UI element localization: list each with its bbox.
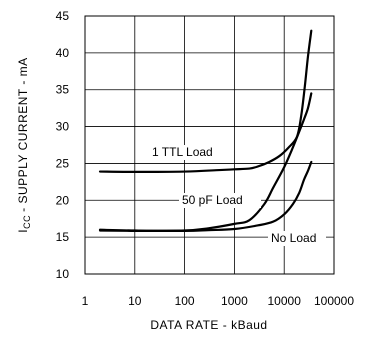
curve-labels: 1 TTL Load 50 pF Load No Load <box>149 145 326 246</box>
series-line-0 <box>98 29 313 174</box>
y-axis-subscript: CC <box>22 215 32 229</box>
y-tick-label: 35 <box>56 83 70 97</box>
y-tick-label: 15 <box>56 230 70 244</box>
series-line-2 <box>98 160 313 233</box>
y-axis-label-main: - SUPPLY CURRENT - mA <box>16 57 30 212</box>
x-tick-label: 10000 <box>268 294 302 308</box>
y-tick-label: 25 <box>56 156 70 170</box>
curve-label-background <box>268 231 326 246</box>
x-tick-label: 10 <box>128 294 142 308</box>
curve-label: 1 TTL Load <box>152 145 213 159</box>
series-lines <box>98 29 313 233</box>
y-tick-label: 30 <box>56 120 70 134</box>
y-tick-label: 45 <box>56 9 70 23</box>
plot-frame <box>84 15 335 275</box>
series-line-1 <box>98 92 313 232</box>
y-axis-symbol: I <box>16 229 30 233</box>
x-tick-label: 100 <box>175 294 195 308</box>
curve-label-background <box>149 145 233 160</box>
curve-label: 50 pF Load <box>182 193 243 207</box>
y-tick-label: 10 <box>56 267 70 281</box>
y-tick-label: 20 <box>56 193 70 207</box>
y-axis-title: ICC - SUPPLY CURRENT - mA <box>16 57 32 232</box>
x-axis-title: DATA RATE - kBaud <box>150 318 267 332</box>
x-tick-label: 100000 <box>314 294 354 308</box>
tick-labels: 1 10 100 1000 10000 100000 10 15 20 25 30 35 40 45 <box>56 9 355 308</box>
x-tick-label: 1 <box>82 294 89 308</box>
y-tick-label: 40 <box>56 46 70 60</box>
curve-label: No Load <box>271 231 316 245</box>
x-tick-label: 1000 <box>221 294 248 308</box>
curve-label-background <box>179 193 261 208</box>
